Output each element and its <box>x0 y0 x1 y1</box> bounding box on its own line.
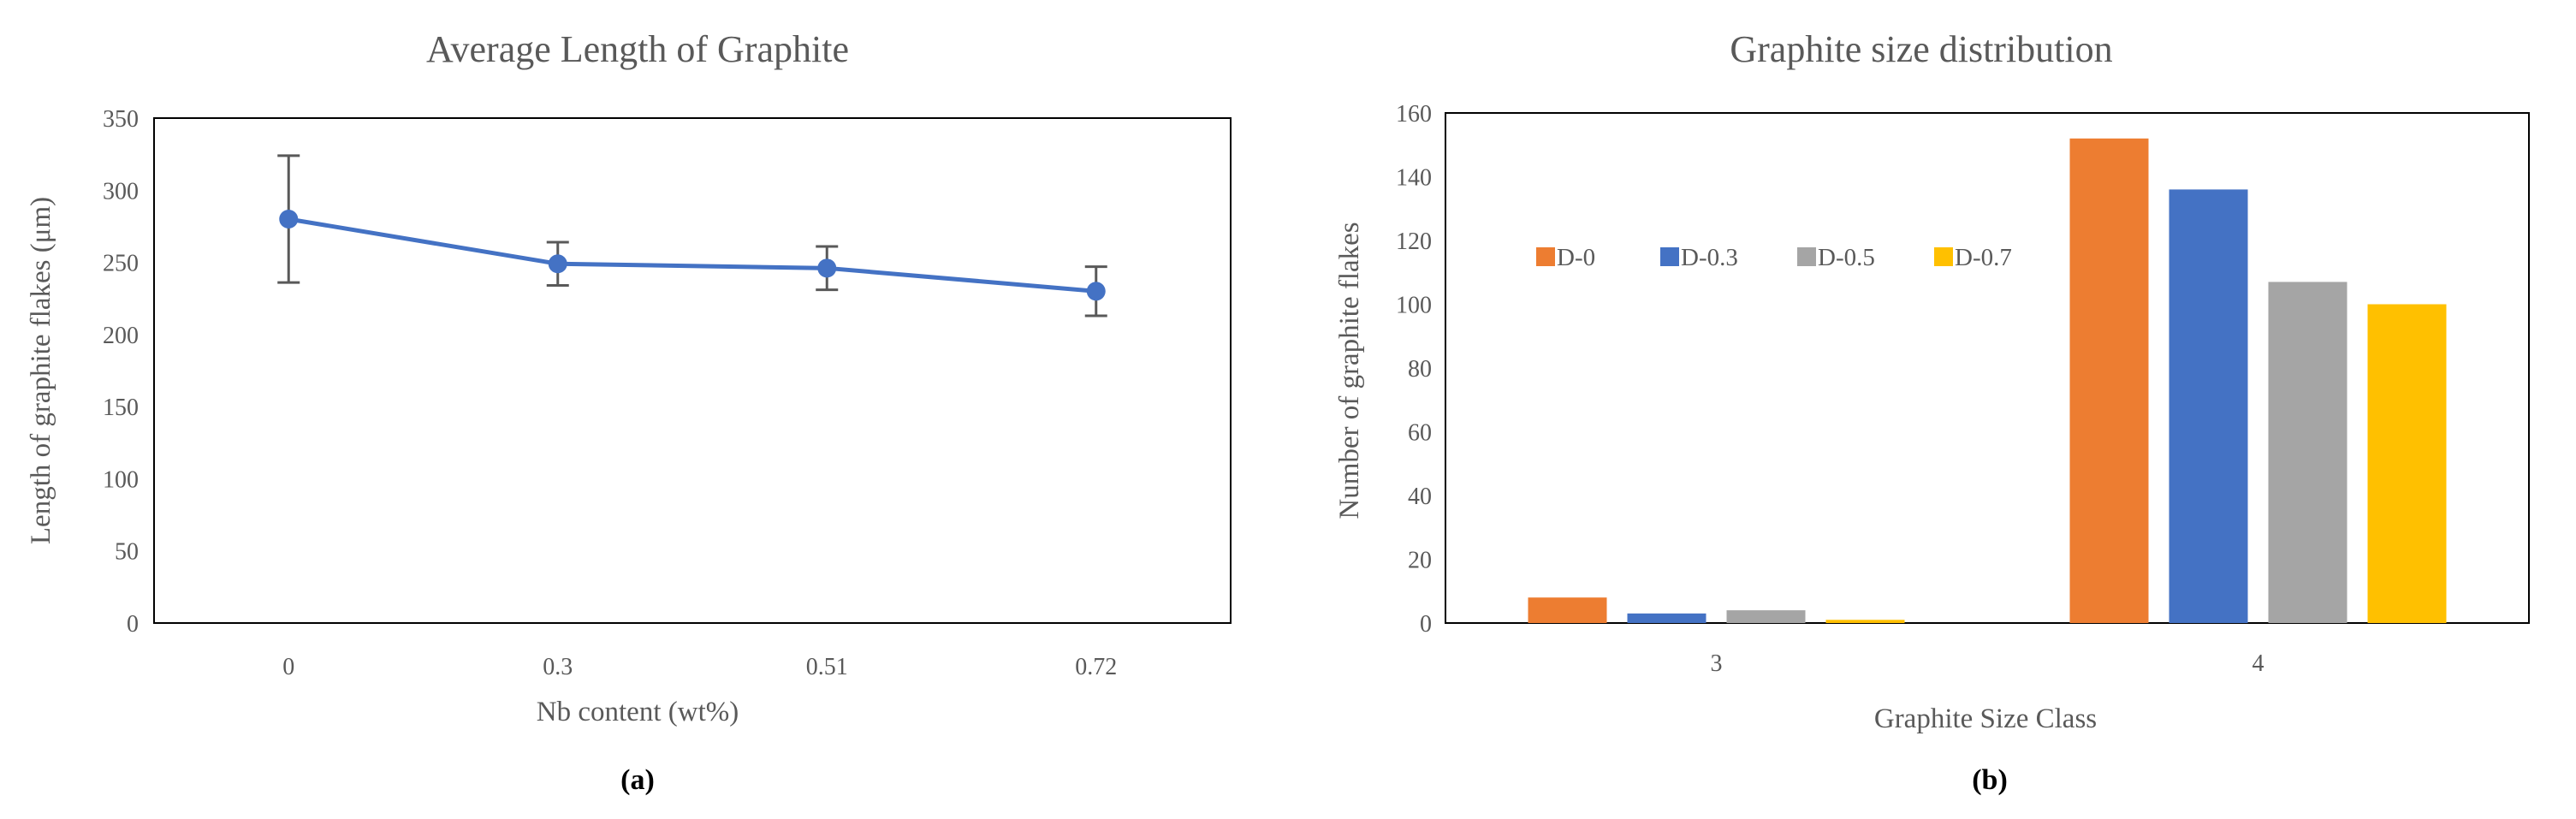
y-tick-label: 150 <box>103 395 139 421</box>
legend-label: D-0 <box>1557 244 1595 271</box>
bar <box>2268 282 2347 623</box>
y-tick-label: 160 <box>1396 101 1432 128</box>
chart-title: Graphite size distribution <box>1730 28 2112 70</box>
legend-label: D-0.7 <box>1955 244 2012 271</box>
y-tick-label: 20 <box>1408 548 1432 574</box>
series-line <box>288 217 1096 294</box>
bar <box>1726 610 1806 623</box>
y-tick-label: 140 <box>1396 165 1432 192</box>
y-tick-label: 0 <box>1420 611 1432 638</box>
plot-area-frame <box>1445 112 2530 624</box>
bar <box>1627 613 1706 623</box>
x-tick-label: 0.72 <box>1075 654 1117 680</box>
panel-label-a: (a) <box>620 764 655 796</box>
x-tick-label: 0.3 <box>543 654 573 680</box>
panel-label-b: (b) <box>1972 764 2008 796</box>
legend-swatch <box>1536 247 1555 266</box>
bar-chart: Graphite size distribution 0 20 40 60 80 100 1… <box>1334 28 2530 796</box>
bar <box>2367 304 2447 623</box>
line-chart: Average Length of Graphite 0 50 100 150 200 2… <box>26 28 1232 796</box>
legend-label: D-0.5 <box>1818 244 1875 271</box>
bar <box>2169 189 2248 623</box>
y-tick-label: 80 <box>1408 356 1432 383</box>
legend-swatch <box>1797 247 1816 266</box>
y-axis-label: Number of graphite flakes <box>1334 222 1365 519</box>
y-tick-label: 200 <box>103 323 139 349</box>
panel-b: Graphite size distribution 0 20 40 60 80 100 1… <box>1288 0 2576 819</box>
plot-area-frame <box>153 117 1232 624</box>
x-axis-label: Graphite Size Class <box>1874 703 2097 734</box>
data-point <box>1086 282 1106 301</box>
y-tick-label: 120 <box>1396 228 1432 255</box>
legend-label: D-0.3 <box>1681 244 1738 271</box>
y-tick-label: 60 <box>1408 420 1432 447</box>
y-tick-label: 40 <box>1408 484 1432 510</box>
y-axis-label: Length of graphite flakes (μm) <box>26 197 56 544</box>
y-tick-label: 350 <box>103 106 139 133</box>
y-tick-label: 100 <box>103 466 139 493</box>
legend-swatch <box>1934 247 1953 266</box>
y-tick-label: 100 <box>1396 293 1432 319</box>
bar <box>1528 597 1607 623</box>
y-tick-label: 300 <box>103 178 139 205</box>
y-tick-label: 250 <box>103 251 139 277</box>
y-tick-label: 50 <box>115 539 139 566</box>
x-axis-label: Nb content (wt%) <box>537 697 739 727</box>
panel-a: Average Length of Graphite 0 50 100 150 200 2… <box>26 28 1232 796</box>
bar <box>2069 138 2149 624</box>
y-tick-label: 0 <box>127 611 139 638</box>
x-tick-label: 3 <box>1711 650 1723 677</box>
x-tick-label: 0 <box>282 654 294 680</box>
data-point <box>817 258 837 278</box>
x-tick-label: 4 <box>2253 650 2264 677</box>
data-point <box>279 210 299 228</box>
chart-title: Average Length of Graphite <box>426 28 849 70</box>
legend-swatch <box>1660 247 1679 266</box>
data-point <box>548 254 567 274</box>
bar <box>1825 620 1905 623</box>
x-tick-label: 0.51 <box>806 654 848 680</box>
